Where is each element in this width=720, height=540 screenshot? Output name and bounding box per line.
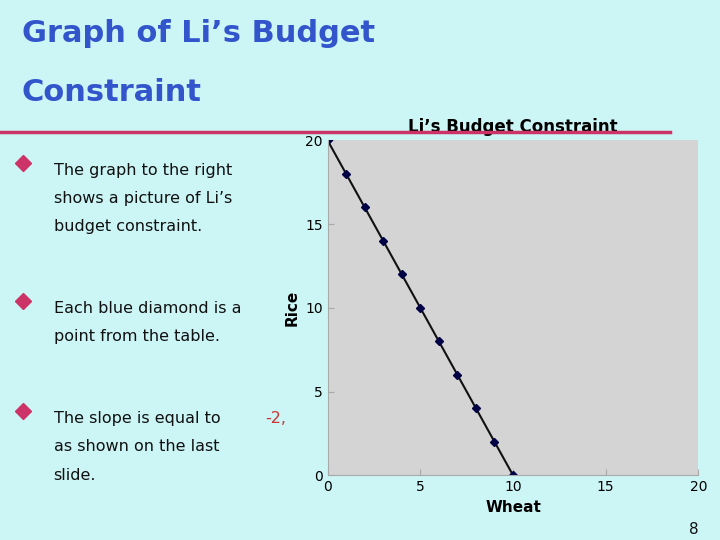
- Y-axis label: Rice: Rice: [284, 289, 300, 326]
- Text: Constraint: Constraint: [22, 78, 202, 107]
- Text: Each blue diamond is a: Each blue diamond is a: [54, 301, 241, 316]
- Text: The slope is equal to: The slope is equal to: [54, 411, 225, 426]
- Text: point from the table.: point from the table.: [54, 329, 220, 345]
- Text: Graph of Li’s Budget: Graph of Li’s Budget: [22, 19, 374, 49]
- Text: budget constraint.: budget constraint.: [54, 219, 202, 234]
- Text: The graph to the right: The graph to the right: [54, 163, 232, 178]
- Text: slide.: slide.: [54, 468, 96, 483]
- Text: as shown on the last: as shown on the last: [54, 440, 219, 454]
- Title: Li’s Budget Constraint: Li’s Budget Constraint: [408, 118, 618, 136]
- Text: shows a picture of Li’s: shows a picture of Li’s: [54, 191, 232, 206]
- Text: -2,: -2,: [265, 411, 286, 426]
- Text: 8: 8: [689, 522, 698, 537]
- X-axis label: Wheat: Wheat: [485, 500, 541, 515]
